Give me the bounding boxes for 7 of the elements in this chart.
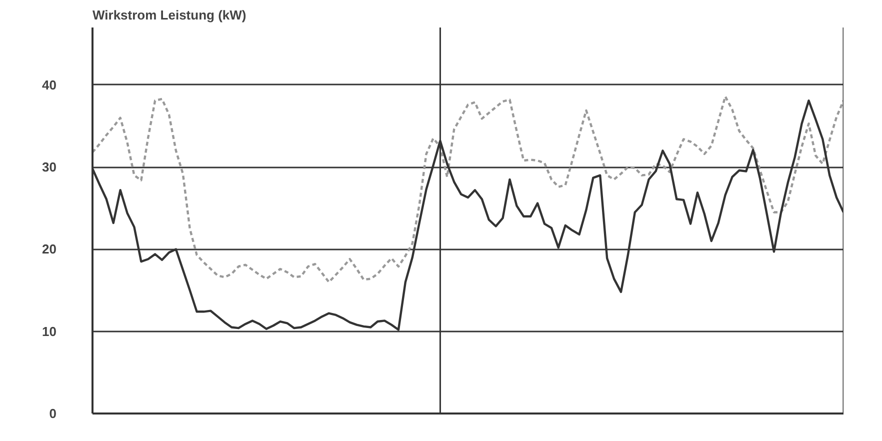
line-series (92, 95, 844, 284)
y-tick-label: 20 (42, 242, 57, 257)
chart-title: Wirkstrom Leistung (kW) (92, 8, 246, 22)
y-tick-label: 40 (42, 77, 57, 92)
y-tick-label: 30 (42, 160, 57, 175)
y-tick-label: 10 (42, 324, 57, 339)
y-tick-label: 0 (49, 406, 57, 421)
